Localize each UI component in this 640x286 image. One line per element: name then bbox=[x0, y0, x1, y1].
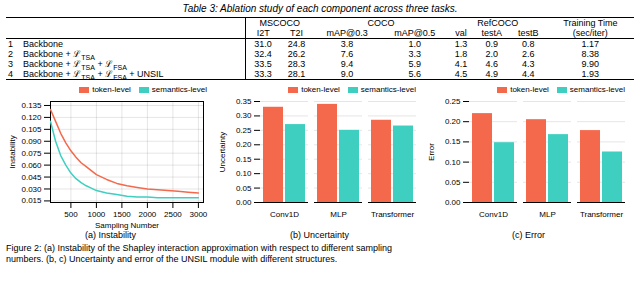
html-text:3.8: 3.8 bbox=[340, 39, 354, 49]
html-text:0.9: 0.9 bbox=[485, 39, 498, 49]
svg-text:0.045: 0.045 bbox=[21, 173, 42, 182]
html-text:Table 3: Ablation study of eac: Table 3: Ablation study of each componen… bbox=[182, 3, 458, 14]
svg-text:0.090: 0.090 bbox=[21, 137, 42, 146]
html-text:token-level: token-level bbox=[92, 84, 131, 94]
html-text:1.8: 1.8 bbox=[454, 49, 468, 59]
html-text:(b) Uncertainty: (b) Uncertainty bbox=[290, 230, 349, 240]
html-text:RefCOCO: RefCOCO bbox=[477, 18, 519, 28]
html-text:4.5: 4.5 bbox=[454, 69, 468, 79]
html-text:1 Backbone: 1 Backbone bbox=[8, 39, 63, 49]
svg-text:MLP: MLP bbox=[539, 210, 555, 219]
svg-text:0.10: 0.10 bbox=[236, 169, 252, 178]
svg-text:3000: 3000 bbox=[190, 210, 208, 219]
svg-text:0.00: 0.00 bbox=[236, 198, 252, 207]
html-text:4.4: 4.4 bbox=[522, 69, 535, 79]
svg-text:Instability: Instability bbox=[8, 135, 17, 168]
svg-text:0.20: 0.20 bbox=[445, 117, 461, 126]
svg-text:500: 500 bbox=[64, 210, 78, 219]
html-text:1.17: 1.17 bbox=[581, 39, 600, 49]
svg-text:2500: 2500 bbox=[164, 210, 182, 219]
html-text:COCO: COCO bbox=[367, 18, 395, 28]
html-text:0.8: 0.8 bbox=[522, 39, 535, 49]
html-text:T2I: T2I bbox=[290, 28, 304, 38]
html-text:28.1: 28.1 bbox=[287, 69, 306, 79]
svg-text:0.10: 0.10 bbox=[445, 158, 461, 167]
html-text:Training Time: Training Time bbox=[563, 18, 618, 28]
svg-text:0.05: 0.05 bbox=[236, 184, 252, 193]
html-text:MSCOCO: MSCOCO bbox=[259, 18, 300, 28]
html-text:2.0: 2.0 bbox=[485, 49, 498, 59]
html-text:28.3: 28.3 bbox=[287, 59, 306, 69]
svg-text:0.35: 0.35 bbox=[236, 97, 252, 106]
html-text:(a) Instability: (a) Instability bbox=[85, 230, 136, 240]
svg-text:Error: Error bbox=[427, 143, 436, 161]
html-text:2.6: 2.6 bbox=[522, 49, 535, 59]
svg-text:0.015: 0.015 bbox=[21, 196, 42, 205]
html-text:4.9: 4.9 bbox=[485, 69, 498, 79]
svg-text:1000: 1000 bbox=[88, 210, 106, 219]
html-text:26.2: 26.2 bbox=[287, 49, 306, 59]
html-text:33.3: 33.3 bbox=[254, 69, 272, 79]
svg-text:Sampling Number: Sampling Number bbox=[95, 221, 159, 230]
html-text:32.4: 32.4 bbox=[254, 49, 272, 59]
svg-text:Transformer: Transformer bbox=[580, 210, 624, 219]
html-text:4.3: 4.3 bbox=[522, 59, 535, 69]
html-text:5.9: 5.9 bbox=[408, 59, 421, 69]
svg-text:0.135: 0.135 bbox=[21, 101, 42, 110]
svg-text:0.15: 0.15 bbox=[445, 137, 461, 146]
html-text:4.1: 4.1 bbox=[454, 59, 468, 69]
svg-text:0.15: 0.15 bbox=[236, 155, 252, 164]
html-text:semantics-level: semantics-level bbox=[360, 84, 416, 94]
svg-text:MLP: MLP bbox=[330, 210, 346, 219]
html-text:31.0: 31.0 bbox=[254, 39, 272, 49]
html-text:mAP@0.3: mAP@0.3 bbox=[326, 28, 368, 38]
html-text:9.90: 9.90 bbox=[581, 59, 600, 69]
svg-text:0.060: 0.060 bbox=[21, 161, 42, 170]
html-text:1.0: 1.0 bbox=[408, 39, 421, 49]
html-text:token-level: token-level bbox=[510, 84, 549, 94]
html-text:3.3: 3.3 bbox=[408, 49, 421, 59]
html-text:1.93: 1.93 bbox=[581, 69, 600, 79]
html-text:33.5: 33.5 bbox=[254, 59, 272, 69]
html-text:token-level: token-level bbox=[301, 84, 340, 94]
html-text:(c) Error: (c) Error bbox=[512, 230, 545, 240]
html-text:9.4: 9.4 bbox=[340, 59, 354, 69]
html-text:testB: testB bbox=[518, 28, 539, 38]
html-text:semantics-level: semantics-level bbox=[569, 84, 625, 94]
svg-text:0.075: 0.075 bbox=[21, 149, 42, 158]
html-text:semantics-level: semantics-level bbox=[151, 84, 207, 94]
svg-text:0.00: 0.00 bbox=[445, 198, 461, 207]
html-text:9.0: 9.0 bbox=[340, 69, 354, 79]
svg-text:0.30: 0.30 bbox=[236, 111, 252, 120]
svg-text:0.030: 0.030 bbox=[21, 185, 42, 194]
html-text:4.6: 4.6 bbox=[485, 59, 498, 69]
svg-text:0.25: 0.25 bbox=[445, 97, 461, 106]
html-text:2 Backbone + ℒTSA: 2 Backbone + ℒTSA bbox=[8, 49, 95, 61]
svg-text:0.120: 0.120 bbox=[21, 113, 42, 122]
html-text:testA: testA bbox=[481, 28, 502, 38]
html-text:24.8: 24.8 bbox=[287, 39, 306, 49]
html-text:(sec/iter): (sec/iter) bbox=[572, 28, 608, 38]
html-text:I2T: I2T bbox=[256, 28, 270, 38]
svg-text:0.05: 0.05 bbox=[445, 178, 461, 187]
svg-text:0.105: 0.105 bbox=[21, 125, 42, 134]
svg-text:Conv1D: Conv1D bbox=[270, 210, 299, 219]
svg-text:0.25: 0.25 bbox=[236, 126, 252, 135]
html-text:4 Backbone + ℒTSA+ ℒFSA+ UNSIL: 4 Backbone + ℒTSA+ ℒFSA+ UNSIL bbox=[8, 69, 164, 81]
html-text:mAP@0.5: mAP@0.5 bbox=[394, 28, 436, 38]
svg-text:Conv1D: Conv1D bbox=[479, 210, 508, 219]
html-text:1.3: 1.3 bbox=[454, 39, 468, 49]
svg-text:2000: 2000 bbox=[139, 210, 157, 219]
html-text:3 Backbone + ℒTSA+ ℒFSA: 3 Backbone + ℒTSA+ ℒFSA bbox=[8, 59, 127, 71]
html-text:Figure 2: (a) Instability of t: Figure 2: (a) Instability of the Shapley… bbox=[6, 243, 392, 264]
svg-text:Transformer: Transformer bbox=[371, 210, 415, 219]
html-text:7.6: 7.6 bbox=[340, 49, 354, 59]
html-text:5.6: 5.6 bbox=[408, 69, 421, 79]
html-text:8.38: 8.38 bbox=[581, 49, 600, 59]
html-text:val: val bbox=[455, 28, 467, 38]
svg-text:Uncertainty: Uncertainty bbox=[218, 132, 227, 172]
svg-text:1500: 1500 bbox=[113, 210, 131, 219]
svg-text:0.20: 0.20 bbox=[236, 140, 252, 149]
